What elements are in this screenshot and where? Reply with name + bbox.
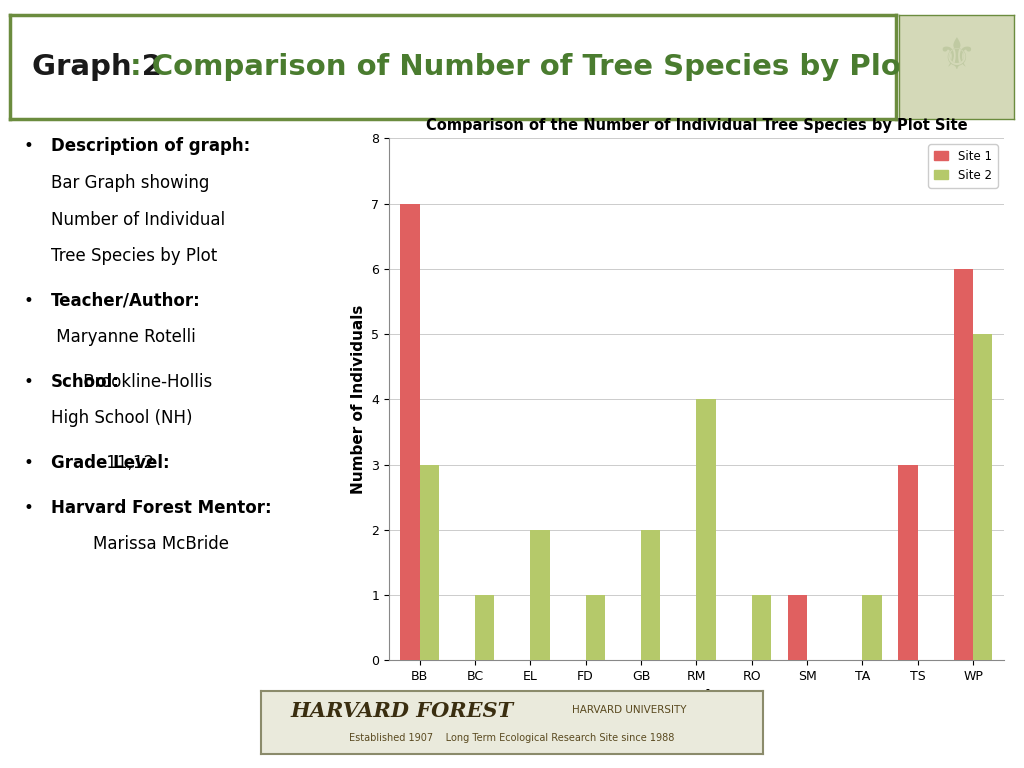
Bar xyxy=(787,595,807,660)
Text: HARVARD FOREST: HARVARD FOREST xyxy=(290,701,513,721)
Bar xyxy=(752,595,771,660)
Bar xyxy=(898,465,918,660)
Bar xyxy=(973,334,992,660)
Text: 11,12: 11,12 xyxy=(101,454,155,472)
Bar xyxy=(400,204,420,660)
Text: : Comparison of Number of Tree Species by Plot: : Comparison of Number of Tree Species b… xyxy=(130,53,914,81)
Text: Grade Level:: Grade Level: xyxy=(51,454,175,472)
Text: Maryanne Rotelli: Maryanne Rotelli xyxy=(51,329,196,346)
Bar xyxy=(641,530,660,660)
Text: •: • xyxy=(24,498,34,517)
Text: Number of Individual: Number of Individual xyxy=(51,210,225,229)
Title: Comparison of the Number of Individual Tree Species by Plot Site: Comparison of the Number of Individual T… xyxy=(426,118,967,133)
Text: School:: School: xyxy=(51,373,120,391)
Text: Harvard Forest Mentor:: Harvard Forest Mentor: xyxy=(51,498,271,517)
Y-axis label: Number of Individuals: Number of Individuals xyxy=(351,305,366,494)
Text: Description of graph:: Description of graph: xyxy=(51,137,250,155)
Bar xyxy=(862,595,882,660)
Text: Graph 2: Graph 2 xyxy=(33,53,162,81)
Text: •: • xyxy=(24,373,34,391)
Text: •: • xyxy=(24,137,34,155)
Bar xyxy=(696,399,716,660)
Bar xyxy=(530,530,550,660)
X-axis label: Species: Species xyxy=(660,689,732,707)
Text: Established 1907    Long Term Ecological Research Site since 1988: Established 1907 Long Term Ecological Re… xyxy=(349,733,675,743)
Text: High School (NH): High School (NH) xyxy=(51,409,193,428)
Bar xyxy=(475,595,495,660)
Text: Teacher/Author:: Teacher/Author: xyxy=(51,292,201,310)
Text: Brookline-Hollis: Brookline-Hollis xyxy=(78,373,212,391)
Legend: Site 1, Site 2: Site 1, Site 2 xyxy=(928,144,997,188)
Text: •: • xyxy=(24,292,34,310)
Text: ⚜: ⚜ xyxy=(937,35,976,78)
Text: Bar Graph showing: Bar Graph showing xyxy=(51,174,209,192)
Bar xyxy=(586,595,605,660)
Text: •: • xyxy=(24,454,34,472)
Bar xyxy=(420,465,439,660)
Bar xyxy=(953,269,973,660)
Text: Marissa McBride: Marissa McBride xyxy=(51,535,228,553)
Text: Tree Species by Plot: Tree Species by Plot xyxy=(51,247,217,265)
Text: HARVARD UNIVERSITY: HARVARD UNIVERSITY xyxy=(572,705,687,715)
